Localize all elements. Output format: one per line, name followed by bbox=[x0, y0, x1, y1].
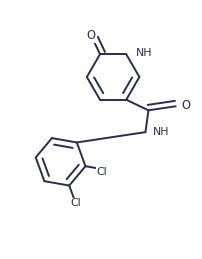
Text: NH: NH bbox=[153, 127, 170, 137]
Text: NH: NH bbox=[136, 48, 153, 59]
Text: O: O bbox=[182, 99, 191, 112]
Text: Cl: Cl bbox=[71, 198, 81, 208]
Text: O: O bbox=[86, 29, 95, 42]
Text: Cl: Cl bbox=[97, 168, 107, 177]
